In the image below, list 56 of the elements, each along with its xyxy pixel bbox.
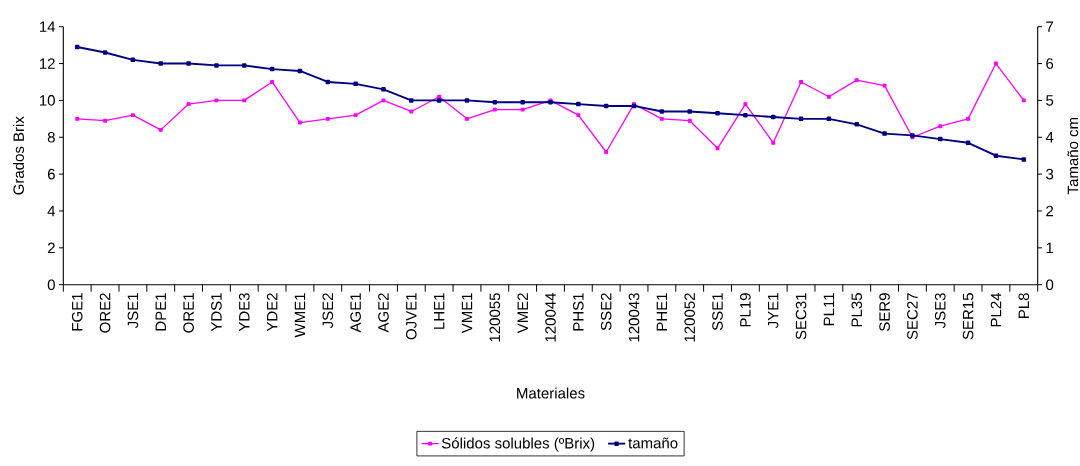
x-tick-label: 120043	[628, 293, 640, 342]
x-tick-label: VME2	[517, 293, 528, 334]
x-tick-label: LHE1	[433, 293, 445, 329]
legend-label: tamaño	[628, 437, 678, 449]
x-tick-label: 120052	[684, 293, 695, 342]
x-tick-label: JYE1	[767, 293, 779, 329]
y-tick-label: 4	[47, 205, 56, 217]
x-tick-label: DPE1	[155, 293, 166, 331]
x-tick-label: PL19	[740, 293, 751, 327]
y-tick-label: 2	[47, 242, 55, 254]
y-tick-label: 12	[39, 58, 55, 69]
x-tick-label: 120044	[545, 292, 556, 342]
legend-label: Sólidos solubles (ºBrix)	[441, 437, 595, 452]
x-tick-label: JSE1	[127, 293, 139, 329]
x-tick-label: AGE2	[378, 293, 389, 333]
y2-tick-label: 0	[1046, 279, 1054, 290]
x-tick-label: PHS1	[573, 293, 584, 331]
y-tick-label: 8	[47, 131, 55, 143]
y-tick-label: 0	[47, 279, 55, 290]
y2-tick-label: 5	[1046, 95, 1054, 106]
x-axis-title: Materiales	[517, 387, 585, 399]
x-tick-label: YDE3	[238, 293, 250, 332]
y2-tick-label: 6	[1046, 58, 1054, 69]
x-tick-label: PL24	[990, 292, 1002, 327]
x-tick-label: AGE1	[350, 293, 361, 333]
y-axis-title: Grados Brix	[12, 116, 24, 195]
x-tick-label: SER15	[962, 293, 974, 340]
x-tick-label: ORE1	[183, 293, 194, 333]
y2-axis-title: Tamaño cm	[1067, 117, 1079, 195]
x-tick-label: 120055	[489, 293, 501, 342]
x-tick-label: OJVE1	[405, 293, 417, 340]
x-tick-label: PL8	[1018, 293, 1030, 318]
x-tick-label: FGE1	[71, 293, 83, 331]
y2-tick-label: 3	[1046, 168, 1054, 180]
x-tick-label: SER9	[879, 293, 890, 331]
x-tick-label: PL11	[823, 293, 835, 326]
x-tick-label: SSE2	[600, 293, 612, 331]
y2-tick-label: 1	[1046, 242, 1054, 253]
y-tick-label: 6	[47, 168, 55, 180]
x-tick-label: PL35	[851, 293, 863, 327]
x-tick-label: VME1	[461, 293, 473, 334]
x-tick-label: SEC31	[795, 293, 807, 340]
y2-tick-label: 7	[1046, 21, 1054, 32]
x-tick-label: YDS1	[211, 293, 222, 332]
y-tick-label: 14	[39, 21, 56, 32]
x-tick-label: ORE2	[99, 293, 111, 333]
y2-tick-label: 2	[1046, 205, 1054, 217]
x-tick-label: JSE3	[934, 293, 946, 329]
y2-tick-label: 4	[1045, 132, 1054, 143]
x-tick-label: SEC27	[907, 293, 918, 340]
x-tick-label: SSE1	[712, 293, 723, 331]
y-tick-label: 10	[39, 95, 55, 106]
x-tick-label: YDE2	[266, 293, 278, 332]
x-tick-label: WME1	[294, 293, 306, 338]
x-tick-label: JSE2	[322, 293, 334, 329]
x-tick-label: PHE1	[656, 293, 668, 331]
